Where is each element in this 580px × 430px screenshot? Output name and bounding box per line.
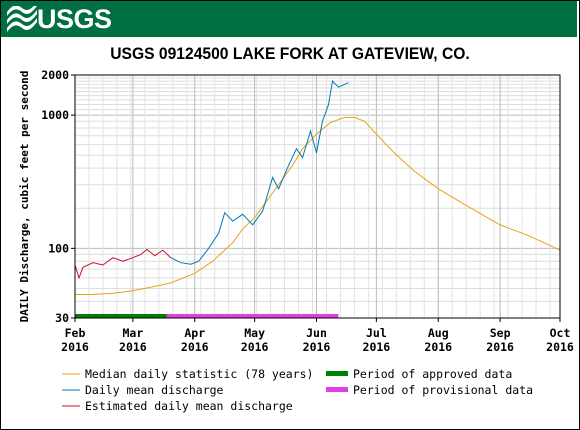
chart-title: USGS 09124500 LAKE FORK AT GATEVIEW, CO. — [110, 44, 470, 63]
period-bar-0 — [75, 314, 167, 318]
y-tick-label: 1000 — [41, 108, 69, 122]
usgs-logo-icon — [7, 6, 37, 32]
y-tick-label: 100 — [48, 241, 69, 255]
y-axis-label: DAILY Discharge, cubic feet per second — [18, 71, 31, 323]
x-tick-year: 2016 — [61, 340, 89, 354]
series-line-1 — [170, 80, 349, 265]
x-tick-year: 2016 — [181, 340, 209, 354]
x-tick-month: Aug — [428, 326, 449, 340]
legend-period-label-0: Period of approved data — [353, 367, 512, 381]
x-tick-year: 2016 — [546, 340, 574, 354]
plot-border — [74, 74, 561, 319]
x-tick-month: Sep — [490, 326, 511, 340]
x-tick-year: 2016 — [486, 340, 514, 354]
x-tick-year: 2016 — [363, 340, 391, 354]
legend-period-label-1: Period of provisional data — [353, 383, 533, 397]
axis-layer: 3010010002000Feb2016Mar2016Apr2016May201… — [41, 68, 574, 354]
usgs-logo-text: USGS — [37, 4, 112, 34]
x-tick-month: Jun — [306, 326, 327, 340]
x-tick-year: 2016 — [424, 340, 452, 354]
legend-period-swatch-1 — [326, 387, 348, 392]
legend-label-0: Median daily statistic (78 years) — [85, 367, 313, 381]
x-tick-month: Apr — [184, 326, 205, 340]
usgs-banner: USGS — [1, 1, 577, 37]
grid-layer — [74, 75, 561, 318]
legend-label-1: Daily mean discharge — [85, 383, 224, 397]
series-line-0 — [75, 117, 561, 295]
x-tick-year: 2016 — [119, 340, 147, 354]
y-tick-label: 2000 — [41, 68, 69, 82]
x-tick-month: Oct — [550, 326, 571, 340]
legend: Median daily statistic (78 years) Daily m… — [62, 367, 533, 413]
x-tick-year: 2016 — [241, 340, 269, 354]
y-tick-label: 30 — [55, 311, 69, 325]
period-bars — [75, 314, 339, 318]
x-tick-month: Jul — [366, 326, 387, 340]
x-tick-month: May — [244, 326, 265, 340]
x-tick-year: 2016 — [303, 340, 331, 354]
period-bar-1 — [166, 314, 339, 318]
series-layer — [74, 80, 561, 295]
series-line-2 — [74, 248, 172, 280]
x-tick-month: Mar — [122, 326, 143, 340]
legend-period-swatch-0 — [326, 371, 348, 376]
legend-label-2: Estimated daily mean discharge — [85, 399, 293, 413]
x-tick-month: Feb — [65, 326, 86, 340]
